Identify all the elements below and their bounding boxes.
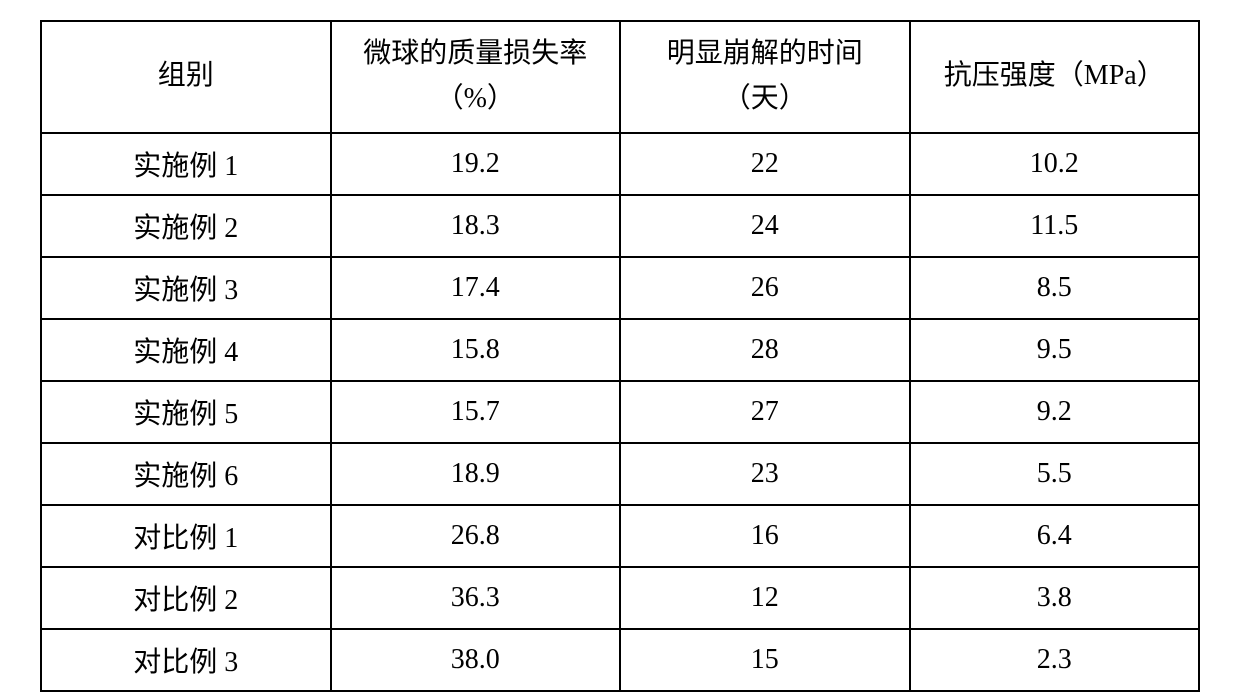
cell-compressive-strength: 6.4: [910, 505, 1200, 567]
cell-group: 对比例 2: [41, 567, 331, 629]
cell-disintegration-time: 12: [620, 567, 910, 629]
cell-mass-loss: 18.3: [331, 195, 621, 257]
cell-compressive-strength: 5.5: [910, 443, 1200, 505]
cell-group: 实施例 1: [41, 133, 331, 195]
table-row: 对比例 3 38.0 15 2.3: [41, 629, 1199, 691]
table-body: 实施例 1 19.2 22 10.2 实施例 2 18.3 24 11.5 实施…: [41, 133, 1199, 691]
cell-mass-loss: 36.3: [331, 567, 621, 629]
cell-compressive-strength: 9.5: [910, 319, 1200, 381]
col-header-line2: （%）: [436, 83, 515, 114]
cell-mass-loss: 18.9: [331, 443, 621, 505]
col-header-line1: 抗压强度（MPa）: [944, 60, 1165, 91]
cell-mass-loss: 38.0: [331, 629, 621, 691]
cell-group: 对比例 3: [41, 629, 331, 691]
col-header-disintegration-time: 明显崩解的时间 （天）: [620, 21, 910, 133]
table-row: 实施例 3 17.4 26 8.5: [41, 257, 1199, 319]
table-row: 实施例 4 15.8 28 9.5: [41, 319, 1199, 381]
cell-group: 实施例 3: [41, 257, 331, 319]
cell-mass-loss: 15.8: [331, 319, 621, 381]
cell-mass-loss: 17.4: [331, 257, 621, 319]
cell-disintegration-time: 26: [620, 257, 910, 319]
cell-group: 实施例 6: [41, 443, 331, 505]
table-header-row: 组别 微球的质量损失率 （%） 明显崩解的时间 （天） 抗压强度（MPa）: [41, 21, 1199, 133]
col-header-line1: 明显崩解的时间: [667, 38, 863, 69]
col-header-compressive-strength: 抗压强度（MPa）: [910, 21, 1200, 133]
cell-disintegration-time: 16: [620, 505, 910, 567]
cell-disintegration-time: 24: [620, 195, 910, 257]
cell-disintegration-time: 27: [620, 381, 910, 443]
table-row: 对比例 1 26.8 16 6.4: [41, 505, 1199, 567]
cell-disintegration-time: 28: [620, 319, 910, 381]
cell-compressive-strength: 10.2: [910, 133, 1200, 195]
cell-mass-loss: 19.2: [331, 133, 621, 195]
table-row: 实施例 2 18.3 24 11.5: [41, 195, 1199, 257]
cell-compressive-strength: 8.5: [910, 257, 1200, 319]
cell-disintegration-time: 22: [620, 133, 910, 195]
cell-compressive-strength: 2.3: [910, 629, 1200, 691]
cell-group: 对比例 1: [41, 505, 331, 567]
table-row: 实施例 1 19.2 22 10.2: [41, 133, 1199, 195]
table-row: 实施例 5 15.7 27 9.2: [41, 381, 1199, 443]
cell-group: 实施例 5: [41, 381, 331, 443]
table-row: 实施例 6 18.9 23 5.5: [41, 443, 1199, 505]
table-row: 对比例 2 36.3 12 3.8: [41, 567, 1199, 629]
cell-compressive-strength: 11.5: [910, 195, 1200, 257]
cell-mass-loss: 26.8: [331, 505, 621, 567]
cell-group: 实施例 4: [41, 319, 331, 381]
cell-compressive-strength: 9.2: [910, 381, 1200, 443]
cell-compressive-strength: 3.8: [910, 567, 1200, 629]
col-header-line2: （天）: [723, 83, 807, 114]
col-header-mass-loss: 微球的质量损失率 （%）: [331, 21, 621, 133]
cell-mass-loss: 15.7: [331, 381, 621, 443]
cell-disintegration-time: 15: [620, 629, 910, 691]
cell-group: 实施例 2: [41, 195, 331, 257]
data-table: 组别 微球的质量损失率 （%） 明显崩解的时间 （天） 抗压强度（MPa） 实施…: [40, 20, 1200, 692]
col-header-group: 组别: [41, 21, 331, 133]
col-header-line1: 组别: [158, 60, 214, 91]
col-header-line1: 微球的质量损失率: [363, 38, 587, 69]
cell-disintegration-time: 23: [620, 443, 910, 505]
